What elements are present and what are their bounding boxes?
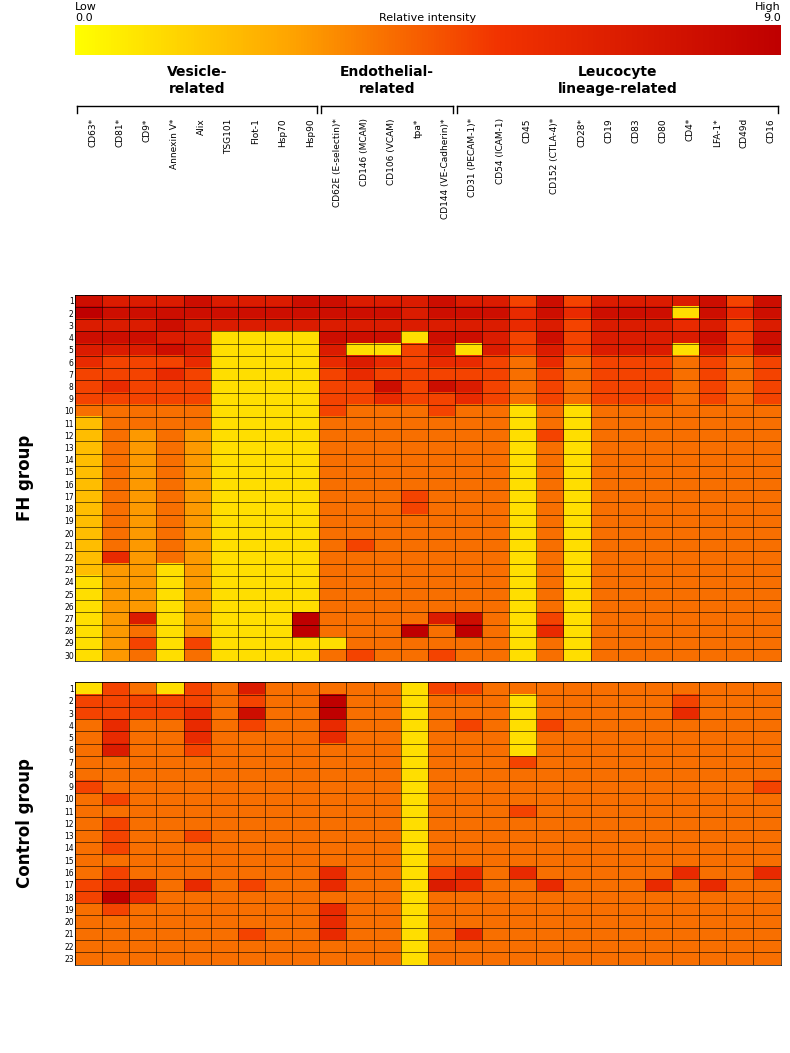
Text: CD106 (VCAM): CD106 (VCAM) (387, 118, 396, 184)
Text: CD4*: CD4* (686, 118, 694, 141)
Text: Alix: Alix (198, 118, 206, 135)
Text: FH group: FH group (17, 435, 34, 521)
Text: CD45: CD45 (523, 118, 532, 143)
Text: Flot-1: Flot-1 (251, 118, 261, 144)
Text: TSG101: TSG101 (224, 118, 233, 154)
Text: CD16: CD16 (767, 118, 776, 143)
Text: Relative intensity: Relative intensity (379, 14, 476, 23)
Text: CD152 (CTLA-4)*: CD152 (CTLA-4)* (550, 118, 559, 195)
Text: High
9.0: High 9.0 (754, 1, 781, 23)
Text: Control group: Control group (17, 758, 34, 889)
Text: Endothelial-
related: Endothelial- related (340, 65, 434, 96)
Text: CD146 (MCAM): CD146 (MCAM) (360, 118, 369, 186)
Text: CD80: CD80 (658, 118, 668, 143)
Text: CD81*: CD81* (116, 118, 125, 147)
Text: CD54 (ICAM-1): CD54 (ICAM-1) (495, 118, 505, 184)
Text: CD49d: CD49d (739, 118, 749, 148)
Text: CD19: CD19 (604, 118, 613, 143)
Text: Hsp70: Hsp70 (279, 118, 288, 146)
Text: Low
0.0: Low 0.0 (75, 1, 97, 23)
Text: CD9*: CD9* (143, 118, 152, 141)
Text: LFA-1*: LFA-1* (713, 118, 722, 146)
Text: CD62E (E-selectin)*: CD62E (E-selectin)* (333, 118, 342, 207)
Text: CD83: CD83 (631, 118, 640, 143)
Text: CD63*: CD63* (88, 118, 98, 147)
Text: Annexin V*: Annexin V* (170, 118, 179, 168)
Text: CD31 (PECAM-1)*: CD31 (PECAM-1)* (468, 118, 477, 197)
Text: Leucocyte
lineage-related: Leucocyte lineage-related (558, 65, 678, 96)
Text: Hsp90: Hsp90 (306, 118, 314, 146)
Text: CD28*: CD28* (577, 118, 586, 147)
Text: CD144 (VE-Cadherin)*: CD144 (VE-Cadherin)* (442, 118, 450, 219)
Text: Vesicle-
related: Vesicle- related (167, 65, 228, 96)
Text: tpa*: tpa* (414, 118, 423, 138)
